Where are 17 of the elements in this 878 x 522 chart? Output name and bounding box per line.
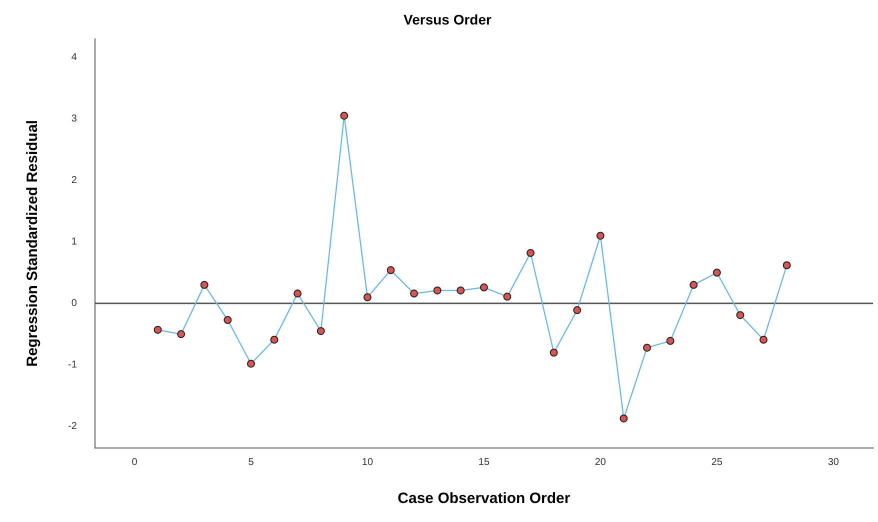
x-tick-label: 15 bbox=[478, 456, 490, 468]
x-axis-title: Case Observation Order bbox=[398, 490, 570, 508]
x-tick-label: 0 bbox=[132, 456, 138, 468]
y-tick-label: 2 bbox=[71, 175, 78, 186]
y-tick-label: -1 bbox=[68, 360, 78, 371]
y-tick-label: 0 bbox=[71, 298, 78, 310]
y-tick-label: 4 bbox=[71, 52, 78, 64]
chart-title: Versus Order bbox=[404, 11, 492, 28]
y-tick-label: 3 bbox=[71, 114, 78, 125]
y-tick-label: -2 bbox=[68, 421, 78, 432]
x-tick-label: 20 bbox=[594, 456, 606, 468]
x-tick-label: 30 bbox=[828, 456, 840, 468]
y-tick-label: 1 bbox=[71, 236, 78, 248]
x-tick-label: 25 bbox=[711, 456, 723, 468]
x-tick-label: 10 bbox=[362, 456, 374, 468]
x-tick-label: 5 bbox=[248, 456, 254, 468]
y-axis-title: Regression Standardized Residual bbox=[24, 120, 42, 367]
